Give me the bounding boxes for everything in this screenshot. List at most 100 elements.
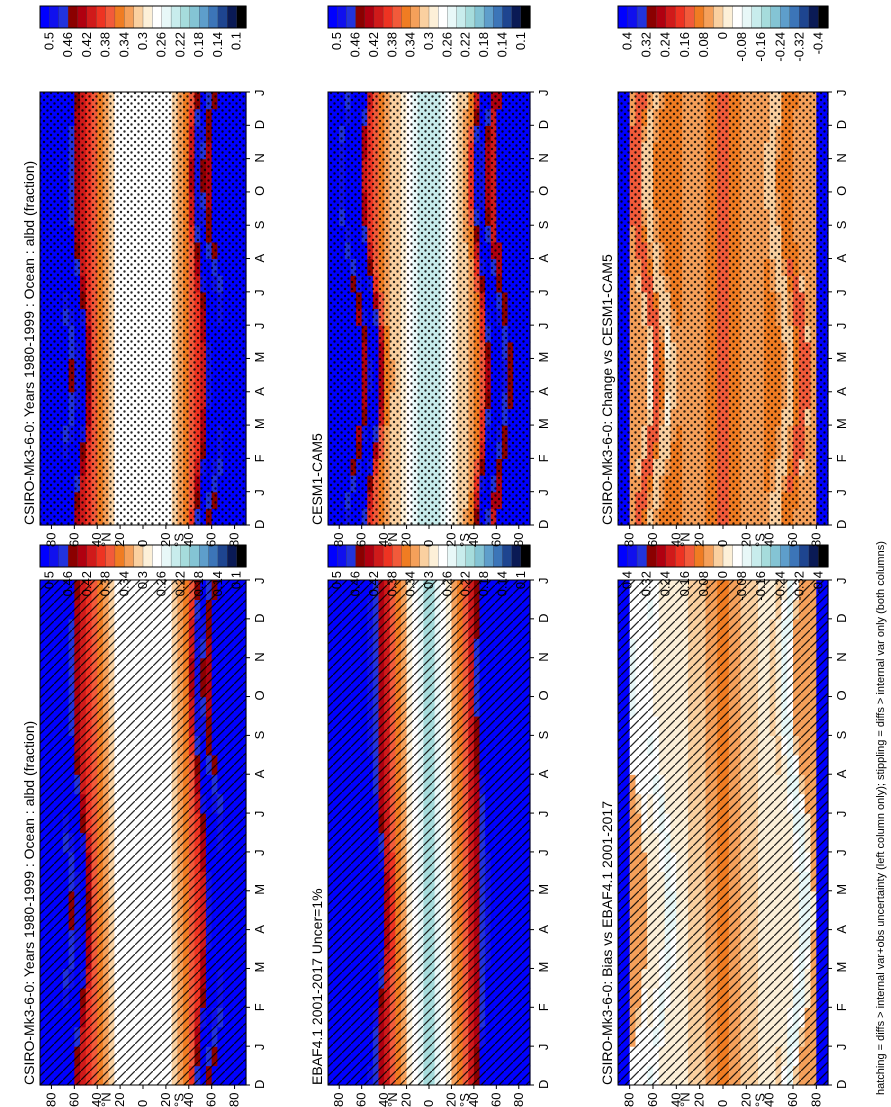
colorbar-tick-label: 0.1 <box>513 32 528 50</box>
month-tick-label: J <box>252 1044 267 1051</box>
lat-tick-label: 60 <box>204 1093 219 1107</box>
colorbar-tick-label: 0.1 <box>513 571 528 589</box>
lat-tick-label: 20 <box>443 533 458 547</box>
colorbar-swatch <box>227 544 238 568</box>
colorbar-swatch <box>199 5 210 29</box>
colorbar-swatch <box>392 5 403 29</box>
lat-tick-label: 60 <box>354 1093 369 1107</box>
month-tick-label: O <box>536 186 551 196</box>
colorbar-swatch <box>217 5 228 29</box>
lat-tick-label: 20 <box>399 1093 414 1107</box>
colorbar-swatch <box>208 5 219 29</box>
month-tick-label: O <box>536 690 551 700</box>
colorbar-tick-label: 0.5 <box>329 32 344 50</box>
colorbar-swatch <box>456 544 467 568</box>
colorbar-tick-label: 0.14 <box>210 571 225 596</box>
lat-tick-label: 0 <box>135 1100 150 1107</box>
colorbar-tick-label: 0.14 <box>494 571 509 596</box>
colorbar-frame <box>327 544 531 568</box>
colorbar-swatch <box>346 544 357 568</box>
colorbar-swatch <box>419 5 430 29</box>
colorbar-swatch <box>152 5 163 29</box>
colorbar-swatch <box>428 5 439 29</box>
colorbar-swatch <box>199 544 210 568</box>
lat-tick-label: 80 <box>511 533 526 547</box>
colorbar-tick-label: 0.5 <box>329 571 344 589</box>
month-tick-label: D <box>252 613 267 622</box>
colorbar-swatch <box>170 5 182 29</box>
colorbar-swatch <box>170 544 182 568</box>
month-tick-label: A <box>252 925 267 934</box>
lat-tick-label: 40 <box>181 1093 196 1107</box>
month-tick-label: A <box>252 254 267 263</box>
month-tick-label: J <box>252 811 267 818</box>
month-tick-label: D <box>536 613 551 622</box>
colorbar-swatch <box>227 5 238 29</box>
colorbar-swatch <box>236 544 247 568</box>
colorbar-tick-label: 0.18 <box>476 32 491 57</box>
colorbar-tick-label: 0.42 <box>366 32 381 57</box>
colorbar-swatch <box>217 544 228 568</box>
lat-tick-label: 60 <box>66 533 81 547</box>
colorbar-swatch <box>447 5 458 29</box>
colorbar-swatch <box>401 5 412 29</box>
lat-tick-label: 40 <box>181 533 196 547</box>
lat-tick-label: 40 <box>466 533 481 547</box>
month-tick-label: F <box>536 454 551 462</box>
hatching-overlay <box>328 580 530 1085</box>
month-tick-label: A <box>252 387 267 396</box>
month-tick-label: M <box>536 418 551 429</box>
month-tick-label: J <box>252 578 267 585</box>
colorbar-swatch <box>142 544 154 568</box>
colorbar-swatch <box>337 544 348 568</box>
month-tick-label: S <box>536 730 551 739</box>
month-tick-label: D <box>252 1080 267 1089</box>
colorbar-swatch <box>502 5 513 29</box>
month-tick-label: J <box>536 1044 551 1051</box>
colorbar-swatch <box>520 5 531 29</box>
colorbar-tick-label: 0.5 <box>41 571 56 589</box>
lat-tick-label: 80 <box>511 1093 526 1107</box>
colorbar-tick-label: 0.46 <box>348 32 363 57</box>
lat-tick-label: 20 <box>399 533 414 547</box>
month-tick-label: A <box>252 769 267 778</box>
colorbar-swatch <box>355 5 366 29</box>
colorbar-swatch <box>152 544 163 568</box>
lat-unit-north: °N <box>385 1092 400 1107</box>
colorbar-tick-label: 0.34 <box>116 32 131 57</box>
colorbar-tick-label: 0.1 <box>229 571 244 589</box>
colorbar-swatch <box>438 5 449 29</box>
colorbar-swatch <box>520 544 531 568</box>
lat-tick-label: 80 <box>43 1093 58 1107</box>
stippling-overlay <box>40 92 246 525</box>
lat-tick-label: 80 <box>331 533 346 547</box>
month-tick-label: S <box>536 220 551 229</box>
lat-unit-south: °S <box>457 1093 472 1107</box>
colorbar-tick-label: 0.34 <box>116 571 131 596</box>
colorbar-tick-label: 0.1 <box>229 32 244 50</box>
month-tick-label: M <box>536 352 551 363</box>
colorbar-tick-label: 0.38 <box>384 32 399 57</box>
colorbar-swatch <box>364 544 375 568</box>
colorbar-swatch <box>346 5 357 29</box>
colorbar-swatch <box>161 5 172 29</box>
colorbar-swatch <box>493 5 504 29</box>
colorbar-tick-label: 0.46 <box>60 32 75 57</box>
lat-tick-label: 0 <box>421 540 436 547</box>
colorbar-swatch <box>327 544 338 568</box>
month-tick-label: M <box>252 352 267 363</box>
colorbar-swatch <box>208 544 219 568</box>
colorbar-swatch <box>483 544 494 568</box>
month-tick-label: F <box>252 1003 267 1011</box>
colorbar-swatch <box>474 5 485 29</box>
lat-tick-label: 40 <box>89 533 104 547</box>
month-tick-label: J <box>536 489 551 496</box>
colorbar-swatch <box>392 544 403 568</box>
colorbar-swatch <box>189 544 200 568</box>
colorbar-tick-label: 0.42 <box>79 571 94 596</box>
month-tick-label: S <box>252 220 267 229</box>
month-tick-label: M <box>252 884 267 895</box>
colorbar-tick-label: 0.22 <box>172 571 187 596</box>
